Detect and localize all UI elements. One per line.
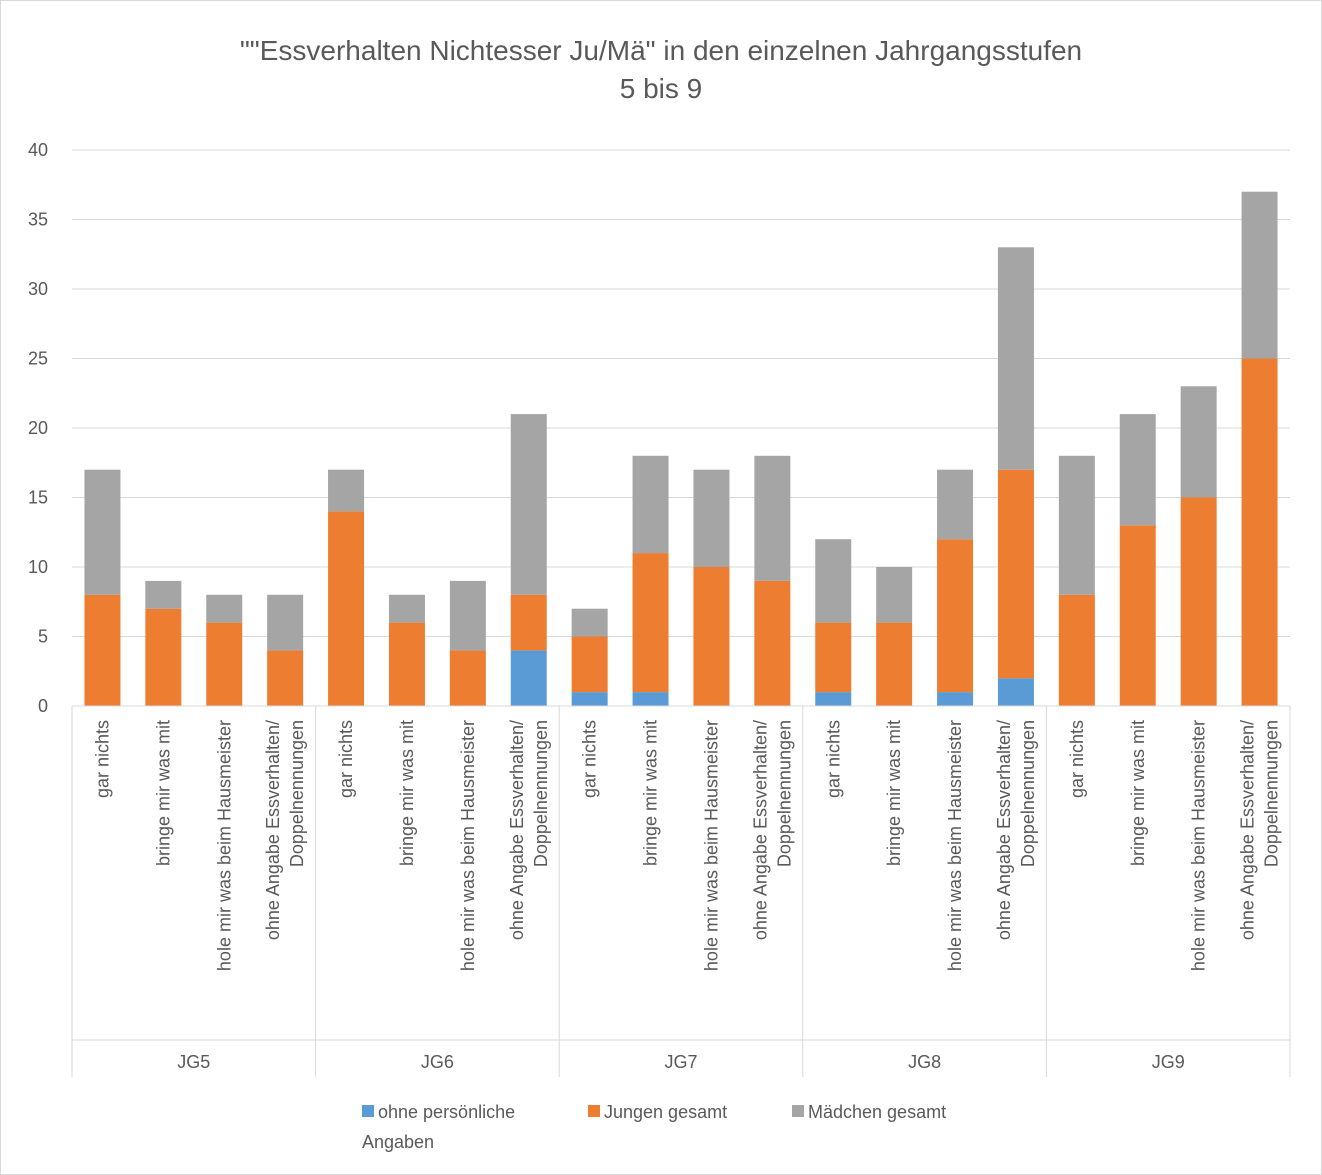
bar-segment (1180, 497, 1217, 706)
group-label: JG7 (664, 1052, 697, 1072)
bar-segment (815, 692, 852, 706)
bar-segment (997, 678, 1034, 706)
x-tick-label: gar nichts (580, 720, 600, 798)
bar-segment (571, 608, 608, 637)
bar-segment (632, 553, 669, 693)
bar-segment (876, 567, 913, 623)
x-tick-label: bringe mir was mit (153, 720, 173, 866)
group-label: JG5 (177, 1052, 210, 1072)
bar-segment (328, 469, 365, 512)
legend-label: Jungen gesamt (604, 1102, 727, 1122)
group-label: JG9 (1152, 1052, 1185, 1072)
bar-segment (84, 594, 121, 706)
bar-segment (937, 692, 974, 706)
x-tick-label: hole mir was beim Hausmeister (701, 720, 721, 971)
bar-segment (510, 414, 547, 595)
bar-segment (693, 469, 730, 567)
bar-segment (1180, 386, 1217, 498)
bar-segment (84, 469, 121, 595)
legend-label: ohne persönliche Angaben (362, 1102, 515, 1152)
bar-segment (1119, 414, 1156, 526)
bar-segment (632, 692, 669, 706)
group-label: JG8 (908, 1052, 941, 1072)
bar-segment (997, 469, 1034, 679)
y-tick-label: 25 (28, 349, 48, 369)
y-tick-label: 40 (28, 140, 48, 160)
bar-segment (145, 580, 182, 609)
x-tick-label: hole mir was beim Hausmeister (945, 720, 965, 971)
x-tick-label: gar nichts (92, 720, 112, 798)
bar-segment (815, 539, 852, 623)
x-tick-label: bringe mir was mit (884, 720, 904, 866)
bar-segment (876, 622, 913, 706)
bar-segment (388, 594, 425, 623)
bar-segment (1241, 191, 1278, 359)
bar-segment (1058, 455, 1095, 595)
y-tick-label: 0 (38, 696, 48, 716)
y-tick-label: 15 (28, 488, 48, 508)
bar-segment (1119, 525, 1156, 706)
bar-segment (632, 455, 669, 554)
chart-title: ""Essverhalten Nichtesser Ju/Mä" in den … (240, 35, 1082, 104)
bar-segment (449, 650, 486, 706)
y-tick-label: 30 (28, 279, 48, 299)
bar-segment (206, 594, 243, 623)
bar-segment (510, 650, 547, 706)
bar-segment (388, 622, 425, 706)
bar-segment (145, 608, 182, 706)
bar-segment (754, 580, 791, 706)
x-tick-label: hole mir was beim Hausmeister (214, 720, 234, 971)
legend-label: Mädchen gesamt (808, 1102, 946, 1122)
x-tick-label: ohne Angabe Essverhalten/Doppelnennungen (750, 720, 794, 940)
bar-segment (328, 511, 365, 706)
y-tick-label: 10 (28, 557, 48, 577)
bar-segment (1058, 594, 1095, 706)
x-tick-label: ohne Angabe Essverhalten/Doppelnennungen (507, 720, 551, 940)
x-tick-label: ohne Angabe Essverhalten/Doppelnennungen (263, 720, 307, 940)
bar-segment (571, 636, 608, 693)
x-tick-label: gar nichts (1067, 720, 1087, 798)
x-tick-label: hole mir was beim Hausmeister (458, 720, 478, 971)
x-tick-label: bringe mir was mit (397, 720, 417, 866)
y-tick-label: 5 (38, 627, 48, 647)
bar-segment (693, 567, 730, 706)
x-tick-label: bringe mir was mit (641, 720, 661, 866)
bar-segment (937, 469, 974, 540)
bar-segment (267, 650, 304, 706)
x-tick-label: hole mir was beim Hausmeister (1189, 720, 1209, 971)
x-tick-label: ohne Angabe Essverhalten/Doppelnennungen (1238, 720, 1282, 940)
x-tick-label: gar nichts (336, 720, 356, 798)
x-tick-label: gar nichts (823, 720, 843, 798)
bar-segment (449, 580, 486, 651)
bar-segment (815, 622, 852, 693)
legend-swatch (362, 1105, 374, 1117)
bar-segment (206, 622, 243, 706)
bar-segment (510, 594, 547, 651)
bar-segment (571, 692, 608, 706)
x-tick-label: ohne Angabe Essverhalten/Doppelnennungen (994, 720, 1038, 940)
y-tick-label: 20 (28, 418, 48, 438)
x-tick-label: bringe mir was mit (1128, 720, 1148, 866)
y-tick-label: 35 (28, 210, 48, 230)
legend-swatch (588, 1105, 600, 1117)
legend-swatch (792, 1105, 804, 1117)
bar-segment (1241, 358, 1278, 706)
bar-segment (754, 455, 791, 581)
bar-segment (997, 247, 1034, 470)
group-label: JG6 (421, 1052, 454, 1072)
bar-segment (267, 594, 304, 651)
bar-segment (937, 539, 974, 693)
